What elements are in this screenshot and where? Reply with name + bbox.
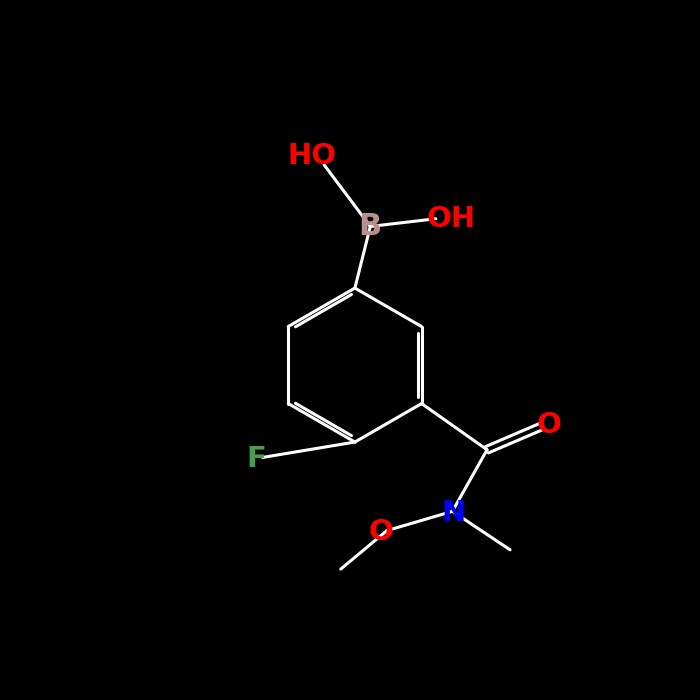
Text: OH: OH [426,204,476,232]
Text: N: N [442,499,466,527]
Text: O: O [368,518,393,546]
Text: HO: HO [287,141,336,169]
Text: F: F [246,445,266,473]
Text: O: O [536,411,561,439]
Text: B: B [358,212,382,241]
